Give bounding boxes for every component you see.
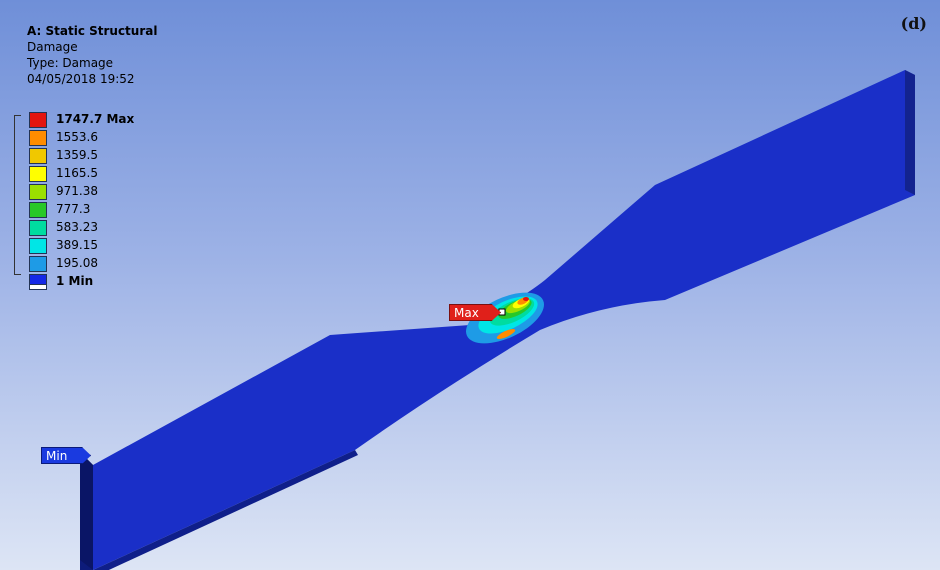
- legend-label: 389.15: [56, 238, 98, 252]
- legend-label: 583.23: [56, 220, 98, 234]
- legend-swatch: [29, 202, 47, 218]
- legend-swatch-bottom: [29, 284, 47, 290]
- min-probe-label[interactable]: Min: [41, 447, 91, 464]
- legend-swatch: [29, 112, 47, 128]
- legend-label: 1553.6: [56, 130, 98, 144]
- legend-label: 971.38: [56, 184, 98, 198]
- right-grip-side-face: [905, 70, 915, 195]
- result-name: Damage: [27, 40, 78, 54]
- legend-bracket: [14, 115, 21, 275]
- legend-swatch: [29, 256, 47, 272]
- panel-label: (d): [900, 14, 927, 33]
- legend-label: 777.3: [56, 202, 91, 216]
- result-header: A: Static Structural Damage Type: Damage…: [27, 23, 157, 87]
- legend-swatch: [29, 238, 47, 254]
- legend-label: 1165.5: [56, 166, 98, 180]
- legend-label: 1 Min: [56, 274, 94, 288]
- max-probe-label[interactable]: Max: [449, 304, 501, 321]
- legend-label: 195.08: [56, 256, 98, 270]
- left-grip-end-face: [80, 452, 93, 570]
- legend-swatch: [29, 184, 47, 200]
- legend-swatch: [29, 220, 47, 236]
- legend-swatch: [29, 148, 47, 164]
- result-timestamp: 04/05/2018 19:52: [27, 72, 135, 86]
- legend-swatch: [29, 166, 47, 182]
- damage-hotspot: [466, 292, 544, 344]
- legend-label: 1747.7 Max: [56, 112, 135, 126]
- color-legend[interactable]: 1747.7 Max 1553.6 1359.5 1165.5 971.38 777.3 5…: [14, 105, 174, 290]
- result-type: Type: Damage: [27, 56, 114, 70]
- legend-swatch: [29, 130, 47, 146]
- specimen-lower-edge: [93, 450, 358, 570]
- analysis-title: A: Static Structural: [27, 24, 158, 38]
- legend-label: 1359.5: [56, 148, 98, 162]
